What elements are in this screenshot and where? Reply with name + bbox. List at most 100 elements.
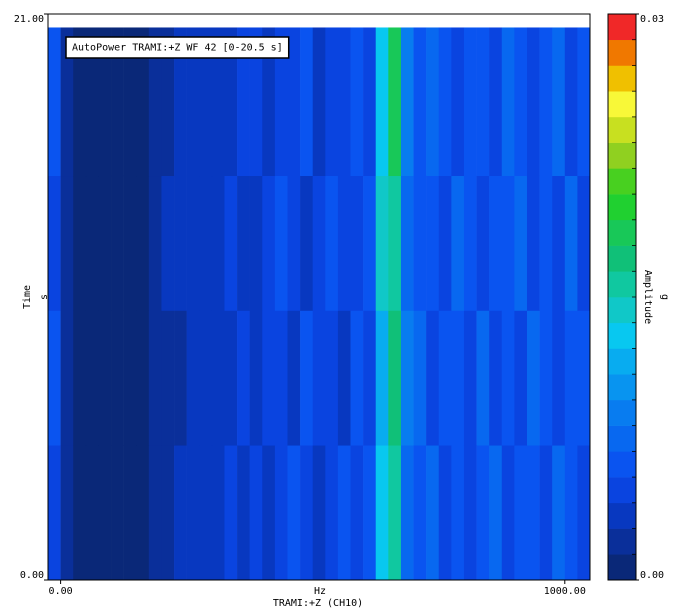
heatmap-cell (60, 175, 74, 311)
y-axis-label: Time (22, 285, 33, 309)
colorbar-band (608, 374, 636, 401)
heatmap-cell (161, 27, 175, 177)
colorbar-band (608, 528, 636, 555)
heatmap-cell (211, 310, 225, 446)
heatmap-cell (312, 175, 326, 311)
heatmap-cell (211, 27, 225, 177)
heatmap-cell (350, 27, 364, 177)
heatmap-cell (111, 27, 124, 177)
heatmap-cell (476, 310, 490, 446)
colorbar-band (608, 91, 636, 118)
heatmap-cell (325, 445, 339, 581)
heatmap-cell (413, 445, 427, 581)
heatmap-cell (199, 175, 213, 311)
heatmap-cell (262, 175, 276, 311)
colorbar-band (608, 451, 636, 478)
heatmap-cell (400, 445, 414, 581)
heatmap-cell (564, 310, 578, 446)
heatmap-cell (400, 310, 414, 446)
heatmap-cell (325, 175, 339, 311)
heatmap-cell (514, 27, 528, 177)
heatmap-cell (85, 310, 99, 446)
heatmap-cell (300, 175, 313, 311)
heatmap-cell (85, 175, 99, 311)
heatmap-cell (350, 310, 364, 446)
heatmap-cell (514, 175, 528, 311)
heatmap-cell (73, 27, 87, 177)
heatmap-cell (186, 310, 200, 446)
x-tick-label: 0.00 (49, 586, 73, 597)
colorbar-band (608, 219, 636, 246)
heatmap-cell (85, 445, 99, 581)
x-tick-label: 1000.00 (544, 586, 586, 597)
heatmap-cell (48, 310, 61, 446)
heatmap-cell (400, 175, 414, 311)
heatmap-cell (136, 310, 150, 446)
heatmap-cell (426, 310, 440, 446)
heatmap-cell (287, 445, 301, 581)
colorbar-band (608, 271, 636, 298)
heatmap-cell (451, 175, 465, 311)
heatmap-cell (426, 445, 440, 581)
heatmap-cell (148, 175, 162, 311)
heatmap-cell (48, 175, 61, 311)
heatmap-cell (174, 310, 187, 446)
colorbar-band (608, 116, 636, 143)
heatmap-cell (262, 310, 276, 446)
heatmap-cell (186, 445, 200, 581)
heatmap-cell (174, 27, 187, 177)
heatmap-cell (85, 27, 99, 177)
heatmap-cell (73, 445, 87, 581)
y-axis-unit: s (39, 294, 50, 300)
heatmap-cell (539, 27, 553, 177)
chart-title: AutoPower TRAMI:+Z WF 42 [0-20.5 s] (72, 43, 283, 54)
heatmap-cell (48, 27, 61, 177)
heatmap-cell (111, 310, 124, 446)
heatmap-cell (463, 175, 477, 311)
heatmap-cell (501, 27, 515, 177)
heatmap-cell (552, 445, 566, 581)
heatmap-cell (363, 27, 377, 177)
heatmap-cell (363, 310, 377, 446)
heatmap-cell (174, 175, 187, 311)
heatmap-cell (413, 310, 427, 446)
heatmap-cell (514, 310, 528, 446)
heatmap-cell (300, 310, 313, 446)
heatmap-cell (211, 175, 225, 311)
colorbar-band (608, 399, 636, 426)
heatmap-cell (564, 27, 578, 177)
heatmap-cell (136, 445, 150, 581)
heatmap-cell (174, 445, 187, 581)
heatmap-cell (287, 27, 301, 177)
heatmap-cell (136, 175, 150, 311)
heatmap-cell (73, 310, 87, 446)
colorbar-label: Amplitude (642, 270, 653, 324)
heatmap-cell (211, 445, 225, 581)
heatmap-cell (501, 310, 515, 446)
x-axis-unit: Hz (314, 586, 326, 597)
heatmap-cell (325, 27, 339, 177)
heatmap-cell (501, 445, 515, 581)
heatmap-cell (514, 445, 528, 581)
heatmap-cell (249, 445, 263, 581)
colorbar-band (608, 14, 636, 41)
colorbar-band (608, 425, 636, 452)
heatmap-cell (274, 310, 288, 446)
heatmap-cell (300, 445, 313, 581)
heatmap-cell (60, 310, 74, 446)
heatmap-cell (60, 27, 74, 177)
y-tick-label: 0.00 (20, 570, 44, 581)
heatmap-cell (388, 445, 402, 581)
heatmap-cell (577, 175, 591, 311)
heatmap-cell (123, 310, 137, 446)
heatmap-cell (426, 175, 440, 311)
heatmap-cell (426, 27, 440, 177)
heatmap-cell (539, 175, 553, 311)
heatmap-cell (123, 175, 137, 311)
heatmap-cell (237, 27, 250, 177)
heatmap-cell (577, 27, 591, 177)
colorbar-band (608, 477, 636, 504)
heatmap-cell (350, 175, 364, 311)
heatmap-cell (48, 445, 61, 581)
heatmap-cell (363, 445, 377, 581)
